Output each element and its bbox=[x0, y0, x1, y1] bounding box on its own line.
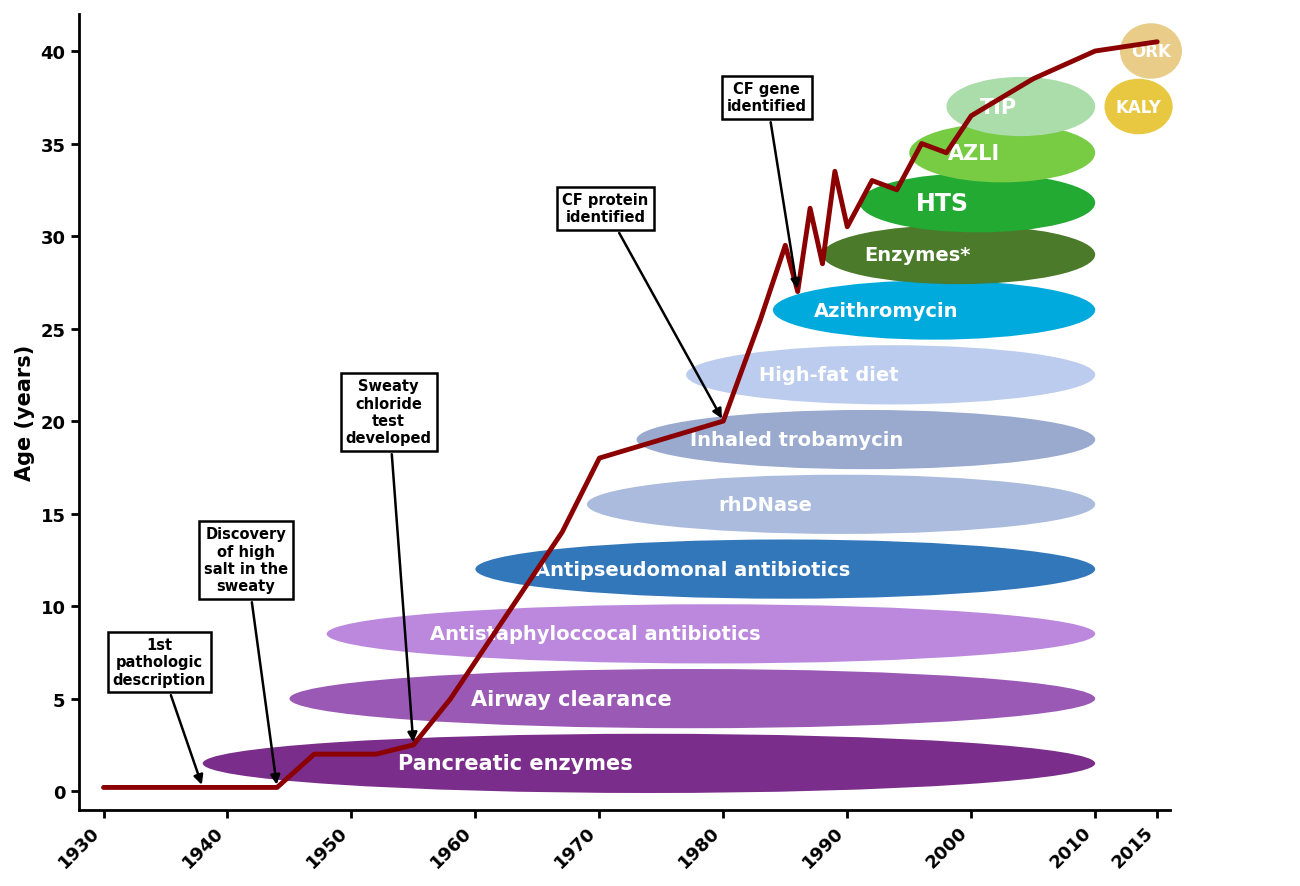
Text: TIP: TIP bbox=[980, 97, 1017, 117]
Text: Airway clearance: Airway clearance bbox=[471, 688, 672, 709]
Text: Discovery
of high
salt in the
sweaty: Discovery of high salt in the sweaty bbox=[204, 526, 289, 782]
Ellipse shape bbox=[823, 226, 1095, 284]
Ellipse shape bbox=[946, 78, 1095, 137]
Ellipse shape bbox=[1121, 24, 1182, 80]
Ellipse shape bbox=[859, 174, 1095, 233]
Ellipse shape bbox=[774, 281, 1095, 340]
Ellipse shape bbox=[290, 669, 1095, 728]
Text: Inhaled trobamycin: Inhaled trobamycin bbox=[690, 431, 904, 449]
Ellipse shape bbox=[909, 124, 1095, 183]
Text: CF protein
identified: CF protein identified bbox=[563, 193, 720, 416]
Text: ORK: ORK bbox=[1131, 43, 1171, 61]
Ellipse shape bbox=[588, 475, 1095, 534]
Y-axis label: Age (years): Age (years) bbox=[16, 345, 35, 480]
Text: Azithromycin: Azithromycin bbox=[814, 301, 958, 320]
Text: High-fat diet: High-fat diet bbox=[759, 366, 900, 385]
Text: Antistaphyloccocal antibiotics: Antistaphyloccocal antibiotics bbox=[430, 625, 760, 643]
Text: KALY: KALY bbox=[1115, 98, 1161, 116]
Ellipse shape bbox=[203, 734, 1095, 793]
Text: HTS: HTS bbox=[915, 191, 968, 215]
Ellipse shape bbox=[637, 410, 1095, 470]
Text: 1st
pathologic
description: 1st pathologic description bbox=[113, 637, 205, 782]
Ellipse shape bbox=[686, 346, 1095, 405]
Text: Sweaty
chloride
test
developed: Sweaty chloride test developed bbox=[346, 379, 432, 740]
Ellipse shape bbox=[1105, 80, 1173, 136]
Text: CF gene
identified: CF gene identified bbox=[727, 82, 807, 287]
Ellipse shape bbox=[326, 604, 1095, 664]
Text: Pancreatic enzymes: Pancreatic enzymes bbox=[398, 753, 632, 773]
Text: Antipseudomonal antibiotics: Antipseudomonal antibiotics bbox=[534, 560, 850, 579]
Text: Enzymes*: Enzymes* bbox=[864, 245, 971, 265]
Ellipse shape bbox=[476, 540, 1095, 599]
Text: rhDNase: rhDNase bbox=[718, 495, 811, 514]
Text: AZLI: AZLI bbox=[948, 144, 1001, 164]
